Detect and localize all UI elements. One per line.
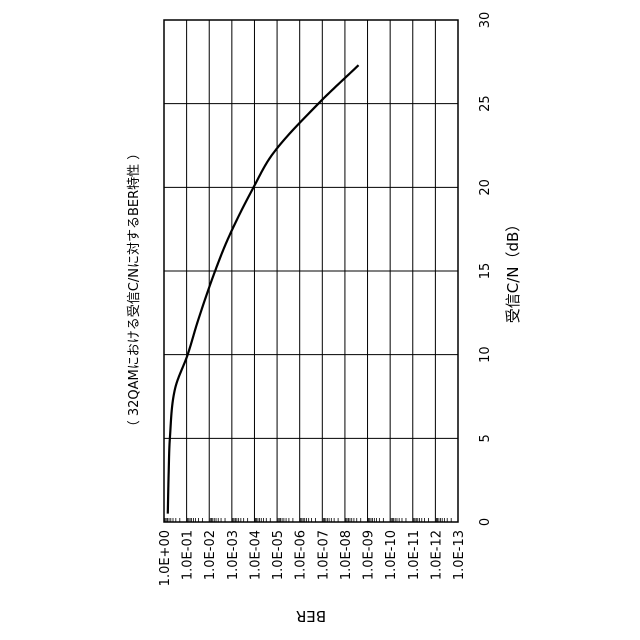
ber-tick-label: 1.0E-03 xyxy=(226,530,241,580)
ber-tick-label: 1.0E-07 xyxy=(316,530,331,580)
cn-tick-labels: 0 5 10 15 20 25 30 xyxy=(478,12,493,526)
ber-tick-label: 1.0E-04 xyxy=(248,530,263,580)
cn-tick-label: 0 xyxy=(478,518,493,526)
cn-tick-label: 15 xyxy=(478,263,493,280)
ber-curve xyxy=(168,65,359,513)
ber-tick-label: 1.0E+00 xyxy=(158,530,173,586)
cn-tick-label: 30 xyxy=(478,12,493,29)
ber-tick-label: 1.0E-06 xyxy=(294,530,309,580)
y-axis-label: BER xyxy=(296,607,326,625)
cn-tick-label: 5 xyxy=(478,434,493,442)
ber-tick-label: 1.0E-08 xyxy=(339,530,354,580)
ber-tick-labels: 1.0E+00 1.0E-01 1.0E-02 1.0E-03 1.0E-04 1.0E-… xyxy=(158,530,467,586)
x-axis-label: 受信C/N（dB） xyxy=(504,217,522,324)
ber-tick-label: 1.0E-05 xyxy=(271,530,286,580)
cn-tick-label: 25 xyxy=(478,95,493,112)
ber-tick-label: 1.0E-11 xyxy=(407,530,422,580)
ber-tick-label: 1.0E-10 xyxy=(384,530,399,580)
cn-tick-label: 20 xyxy=(478,179,493,196)
ber-tick-label: 1.0E-13 xyxy=(452,530,467,580)
ber-tick-label: 1.0E-02 xyxy=(203,530,218,580)
ber-tick-label: 1.0E-12 xyxy=(429,530,444,580)
ber-tick-label: 1.0E-01 xyxy=(181,530,196,580)
cn-tick-label: 10 xyxy=(478,346,493,363)
chart-grid xyxy=(164,20,458,522)
chart-title: （ 32QAMにおける受信C/Nに対するBER特性 ） xyxy=(127,147,142,434)
ber-tick-label: 1.0E-09 xyxy=(362,530,377,580)
